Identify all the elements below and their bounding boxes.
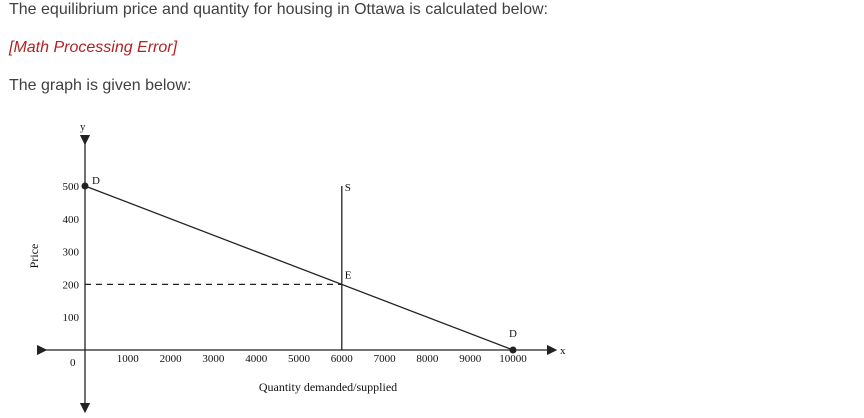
y-axis-letter: y	[80, 121, 86, 133]
demand-end-point	[509, 346, 517, 354]
x-tick-label: 8000	[416, 353, 439, 365]
y-tick-labels: 500 400 300 200 100	[63, 181, 80, 324]
y-tick-label: 300	[63, 247, 80, 259]
x-tick-label: 4000	[245, 353, 268, 365]
x-tick-label: 5000	[288, 353, 311, 365]
y-tick-label: 400	[63, 214, 80, 226]
x-tick-label: 6000	[331, 353, 354, 365]
demand-label-end: D	[509, 328, 517, 340]
y-tick-label: 100	[63, 312, 80, 324]
demand-label-top: D	[92, 175, 100, 187]
supply-label: S	[345, 182, 351, 194]
x-tick-label: 3000	[202, 353, 225, 365]
x-axis-title: Quantity demanded/supplied	[259, 380, 397, 394]
y-tick-label: 500	[63, 181, 80, 193]
origin-label: 0	[70, 357, 76, 369]
x-tick-labels: 1000 2000 3000 4000 5000 6000 7000 8000 9000 1000…	[117, 353, 527, 365]
demand-start-point	[81, 182, 89, 190]
equilibrium-label: E	[345, 269, 352, 281]
graph-intro-text: The graph is given below:	[9, 77, 192, 94]
y-axis-title: Price	[27, 244, 41, 269]
x-tick-label: 7000	[374, 353, 397, 365]
intro-text: The equilibrium price and quantity for h…	[9, 1, 548, 18]
demand-curve	[84, 185, 514, 351]
x-tick-label: 10000	[499, 353, 527, 365]
y-tick-label: 200	[63, 279, 80, 291]
x-axis-letter: x	[560, 345, 566, 357]
math-processing-error: [Math Processing Error]	[9, 39, 178, 56]
x-tick-label: 1000	[117, 353, 140, 365]
x-tick-label: 9000	[459, 353, 482, 365]
x-tick-label: 2000	[160, 353, 183, 365]
